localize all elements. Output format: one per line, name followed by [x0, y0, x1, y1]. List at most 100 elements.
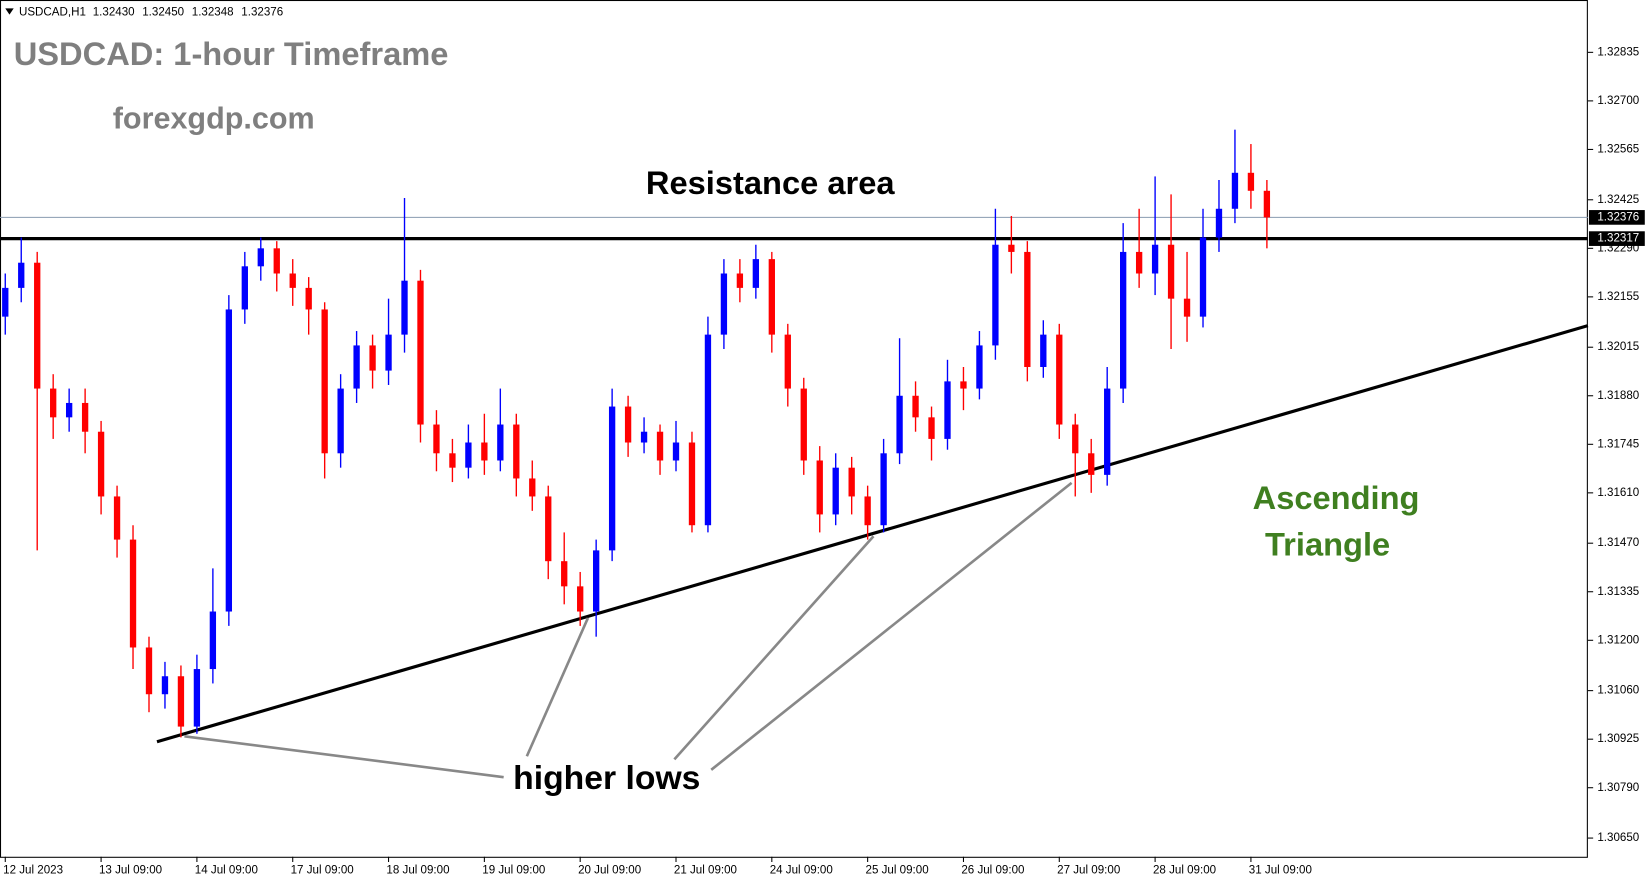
price-label-box — [1588, 210, 1645, 225]
y-tick-label: 1.31745 — [1597, 438, 1639, 450]
candle-body — [1024, 251, 1031, 367]
candle-body — [800, 388, 807, 461]
y-tick-label: 1.32835 — [1597, 46, 1639, 58]
candle-body — [1199, 237, 1207, 317]
x-tick-label: 13 Jul 09:00 — [99, 864, 162, 876]
y-tick-label: 1.30790 — [1597, 782, 1639, 794]
candle-body — [624, 406, 632, 443]
x-tick-label: 26 Jul 09:00 — [961, 864, 1024, 876]
candle-body — [768, 259, 775, 335]
candle-body — [752, 259, 760, 288]
candle-body — [321, 309, 328, 454]
x-tick-label: 14 Jul 09:00 — [195, 864, 258, 876]
candle-body — [433, 424, 440, 454]
symbol: USDCAD,H1 — [19, 7, 86, 19]
candle-body — [193, 669, 201, 727]
candle-body — [1135, 251, 1143, 274]
candle-body — [289, 273, 296, 288]
higher-low-arrows — [184, 481, 1073, 779]
header-low: 1.32348 — [192, 7, 234, 19]
candle-body — [1072, 424, 1079, 454]
arrow — [673, 535, 875, 761]
x-tick-label: 18 Jul 09:00 — [386, 864, 449, 876]
x-tick-label: 31 Jul 09:00 — [1249, 864, 1312, 876]
y-tick-label: 1.31200 — [1597, 634, 1639, 646]
candle-body — [864, 496, 871, 526]
candle-body — [465, 442, 472, 468]
arrow — [525, 617, 590, 757]
x-tick-label: 21 Jul 09:00 — [674, 864, 737, 876]
candle-body — [113, 496, 121, 540]
x-tick-label: 27 Jul 09:00 — [1057, 864, 1120, 876]
candle-body — [592, 550, 600, 612]
candle-body — [161, 676, 169, 695]
candle-body — [513, 424, 520, 479]
candle-body — [1008, 244, 1015, 252]
candle-body — [369, 345, 376, 371]
menu-arrow — [5, 8, 14, 15]
candle-body — [640, 431, 648, 443]
pattern-label: Ascending — [1253, 480, 1420, 516]
candle-body — [1120, 251, 1127, 389]
candle-body — [177, 676, 185, 727]
y-tick-label: 1.30925 — [1597, 733, 1639, 745]
candle-body — [848, 467, 855, 497]
candle-body — [337, 388, 344, 454]
candle-body — [385, 334, 392, 371]
x-tick-label: 20 Jul 09:00 — [578, 864, 641, 876]
plot-frame — [0, 0, 1588, 858]
candle-body — [720, 273, 728, 335]
y-tick-label: 1.32425 — [1597, 194, 1639, 206]
candle-body — [145, 647, 153, 695]
candle-body — [656, 431, 664, 461]
candle-body — [353, 345, 360, 389]
price-label: 1.32317 — [1597, 233, 1639, 245]
arrow — [184, 735, 504, 779]
candle-body — [305, 287, 312, 310]
pattern-label: Triangle — [1265, 526, 1390, 562]
candle-body — [129, 539, 137, 648]
candle-body — [1104, 388, 1111, 475]
candle-body — [960, 381, 967, 389]
y-tick-label: 1.32700 — [1597, 95, 1639, 107]
y-tick-label: 1.31060 — [1597, 685, 1639, 697]
candle-body — [912, 395, 919, 418]
y-tick-label: 1.31470 — [1597, 537, 1639, 549]
candle-body — [896, 395, 903, 454]
candle-body — [241, 266, 248, 310]
arrow — [710, 481, 1073, 771]
candle-body — [417, 280, 424, 425]
y-tick-label: 1.32155 — [1597, 291, 1639, 303]
header-open: 1.32430 — [93, 7, 135, 19]
candle-body — [2, 287, 9, 317]
candle-body — [545, 496, 552, 562]
candle-body — [1247, 172, 1255, 191]
candle-body — [1056, 334, 1063, 425]
candle-body — [816, 460, 823, 515]
x-tick-label: 28 Jul 09:00 — [1153, 864, 1216, 876]
candle-body — [1263, 190, 1271, 218]
candle-body — [1183, 298, 1191, 317]
x-tick-label: 25 Jul 09:00 — [866, 864, 929, 876]
y-tick-label: 1.32290 — [1597, 242, 1639, 254]
header-close: 1.32376 — [241, 7, 283, 19]
header-high: 1.32450 — [142, 7, 184, 19]
candle-body — [784, 334, 791, 389]
x-tick-label: 19 Jul 09:00 — [482, 864, 545, 876]
candle-body — [992, 244, 999, 346]
candle-body — [81, 402, 89, 432]
candle-body — [561, 561, 568, 587]
candle-body — [577, 586, 584, 612]
candle-body — [50, 388, 57, 418]
chart-title: USDCAD: 1-hour Timeframe — [14, 36, 449, 72]
watermark: forexgdp.com — [113, 102, 315, 136]
candle-body — [401, 280, 408, 335]
candle-body — [97, 431, 105, 497]
price-label-box — [1588, 231, 1645, 246]
candle-body — [209, 611, 217, 670]
candle-body — [976, 345, 983, 389]
y-tick-label: 1.31335 — [1597, 586, 1639, 598]
candle-body — [1231, 172, 1239, 209]
